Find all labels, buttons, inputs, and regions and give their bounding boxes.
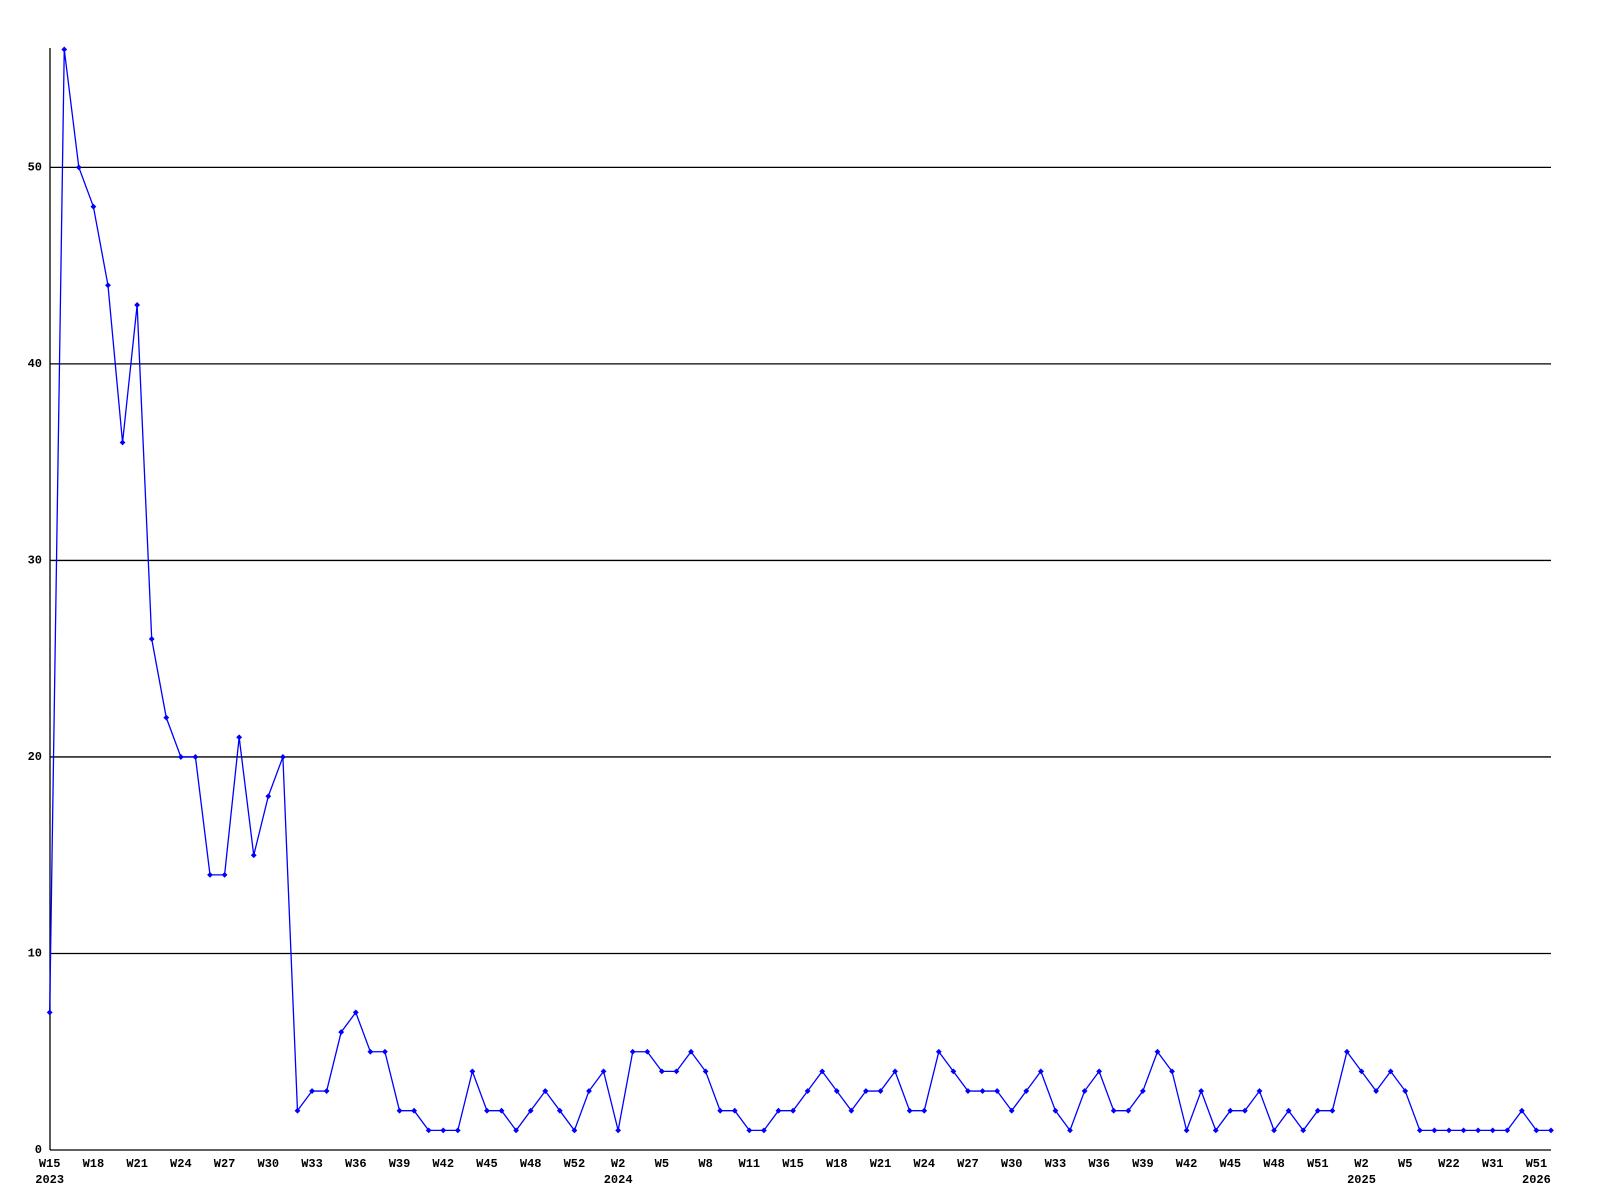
svg-text:W11: W11 (739, 1157, 761, 1171)
svg-text:W39: W39 (1132, 1157, 1154, 1171)
svg-text:W45: W45 (476, 1157, 498, 1171)
svg-text:W39: W39 (389, 1157, 411, 1171)
svg-text:40: 40 (28, 357, 42, 371)
svg-text:W30: W30 (1001, 1157, 1023, 1171)
svg-text:W15: W15 (39, 1157, 61, 1171)
svg-text:W8: W8 (698, 1157, 712, 1171)
svg-text:W45: W45 (1220, 1157, 1242, 1171)
svg-text:W21: W21 (870, 1157, 892, 1171)
svg-text:W24: W24 (170, 1157, 192, 1171)
svg-text:2023: 2023 (35, 1173, 64, 1187)
svg-text:W22: W22 (1438, 1157, 1460, 1171)
svg-text:W2: W2 (1354, 1157, 1368, 1171)
svg-text:10: 10 (28, 946, 42, 960)
svg-text:W51: W51 (1526, 1157, 1548, 1171)
svg-text:20: 20 (28, 750, 42, 764)
svg-text:30: 30 (28, 553, 42, 567)
svg-text:W24: W24 (913, 1157, 935, 1171)
svg-text:W15: W15 (782, 1157, 804, 1171)
svg-text:2024: 2024 (604, 1173, 633, 1187)
svg-text:W5: W5 (655, 1157, 669, 1171)
svg-text:W33: W33 (1045, 1157, 1067, 1171)
svg-text:W33: W33 (301, 1157, 323, 1171)
svg-text:W42: W42 (1176, 1157, 1198, 1171)
svg-text:W2: W2 (611, 1157, 625, 1171)
svg-text:W51: W51 (1307, 1157, 1329, 1171)
svg-text:W27: W27 (214, 1157, 236, 1171)
svg-text:W21: W21 (126, 1157, 148, 1171)
svg-text:2026: 2026 (1522, 1173, 1551, 1187)
svg-text:W48: W48 (520, 1157, 542, 1171)
svg-text:W52: W52 (564, 1157, 586, 1171)
svg-text:W31: W31 (1482, 1157, 1504, 1171)
svg-text:W36: W36 (1088, 1157, 1110, 1171)
svg-text:50: 50 (28, 160, 42, 174)
svg-text:W30: W30 (258, 1157, 280, 1171)
svg-text:W48: W48 (1263, 1157, 1285, 1171)
svg-text:W18: W18 (826, 1157, 848, 1171)
svg-text:W27: W27 (957, 1157, 979, 1171)
svg-text:W18: W18 (83, 1157, 105, 1171)
svg-text:W42: W42 (432, 1157, 454, 1171)
svg-text:W36: W36 (345, 1157, 367, 1171)
svg-text:W5: W5 (1398, 1157, 1412, 1171)
svg-text:2025: 2025 (1347, 1173, 1376, 1187)
svg-text:0: 0 (35, 1143, 42, 1157)
